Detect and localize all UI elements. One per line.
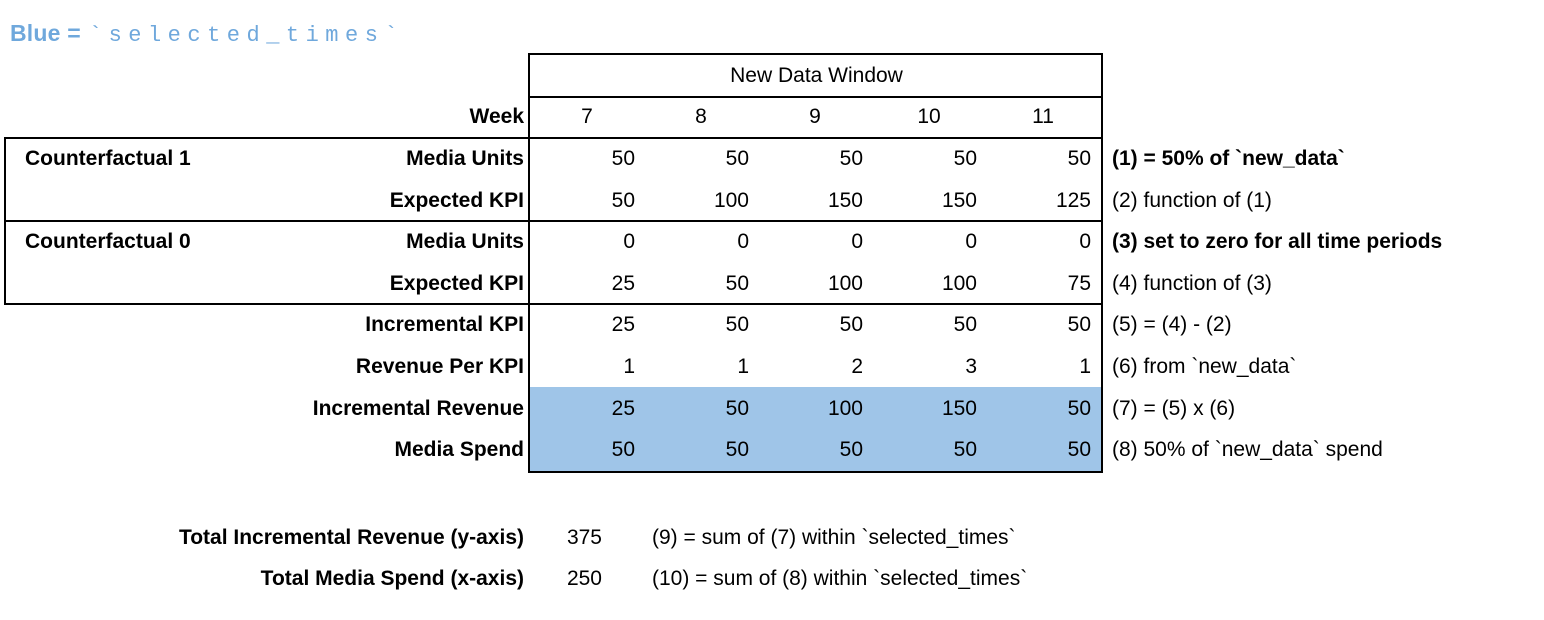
table-cell: 50 xyxy=(953,313,977,336)
row-note: (6) from `new_data` xyxy=(1112,355,1297,378)
legend: Blue = `selected_times` xyxy=(10,14,404,52)
row-label: Expected KPI xyxy=(389,272,524,295)
total-note: (10) = sum of (8) within `selected_times… xyxy=(652,567,1028,590)
total-incremental-revenue-row: Total Incremental Revenue (y-axis) 375 (… xyxy=(0,517,1544,559)
total-label: Total Media Spend (x-axis) xyxy=(260,567,524,590)
table-cell: 50 xyxy=(725,272,749,295)
section-label-counterfactual0: Counterfactual 0 xyxy=(25,230,191,253)
table-cell: 50 xyxy=(725,147,749,170)
table-cell: 50 xyxy=(839,313,863,336)
week-header: 8 xyxy=(695,105,707,128)
row-note: (5) = (4) - (2) xyxy=(1112,313,1232,336)
week-label: Week xyxy=(469,105,524,128)
table-row-expected-kpi-cf1: Expected KPI 50 100 150 150 125 (2) func… xyxy=(0,180,1544,222)
table-cell: 3 xyxy=(965,355,977,378)
table-cell: 50 xyxy=(725,313,749,336)
table-cell: 50 xyxy=(611,147,635,170)
row-note: (1) = 50% of `new_data` xyxy=(1112,147,1345,170)
week-header: 11 xyxy=(1032,105,1054,128)
total-value: 375 xyxy=(566,526,602,549)
gridline-below-window-header xyxy=(530,96,1103,98)
table-cell: 100 xyxy=(941,272,977,295)
data-grid-border xyxy=(528,53,1103,473)
window-header-row: New Data Window xyxy=(0,55,1544,97)
week-header-row: Week 7 8 9 10 11 xyxy=(0,96,1544,138)
gridline-below-counterfactual0 xyxy=(4,303,1103,305)
table-cell: 50 xyxy=(611,189,635,212)
table-cell: 50 xyxy=(611,438,635,461)
table-cell: 0 xyxy=(851,230,863,253)
total-note: (9) = sum of (7) within `selected_times` xyxy=(652,526,1016,549)
row-label: Incremental KPI xyxy=(365,313,524,336)
week-header: 10 xyxy=(917,105,941,128)
total-label: Total Incremental Revenue (y-axis) xyxy=(178,526,524,549)
table-cell: 150 xyxy=(941,397,977,420)
table-cell: 50 xyxy=(725,397,749,420)
table-cell: 100 xyxy=(827,272,863,295)
table-row-media-units-cf0: Media Units 0 0 0 0 0 (3) set to zero fo… xyxy=(0,221,1544,263)
table-cell: 75 xyxy=(1067,272,1091,295)
row-note: (7) = (5) x (6) xyxy=(1112,397,1236,420)
table-row-incremental-kpi: Incremental KPI 25 50 50 50 50 (5) = (4)… xyxy=(0,304,1544,346)
table-cell: 1 xyxy=(737,355,749,378)
table-cell: 25 xyxy=(611,313,635,336)
table-cell: 50 xyxy=(839,438,863,461)
table-cell: 50 xyxy=(725,438,749,461)
row-label: Expected KPI xyxy=(389,189,524,212)
table-cell: 50 xyxy=(953,147,977,170)
row-label: Revenue Per KPI xyxy=(355,355,524,378)
counterfactual-box-left-border xyxy=(4,137,6,305)
table-row-media-units-cf1: Media Units 50 50 50 50 50 (1) = 50% of … xyxy=(0,138,1544,180)
week-header: 7 xyxy=(581,105,593,128)
table-cell: 1 xyxy=(623,355,635,378)
row-note: (2) function of (1) xyxy=(1112,189,1272,212)
table-cell: 100 xyxy=(827,397,863,420)
table-cell: 50 xyxy=(1067,313,1091,336)
table-row-incremental-revenue: Incremental Revenue 25 50 100 150 50 (7)… xyxy=(0,388,1544,430)
row-label: Incremental Revenue xyxy=(312,397,524,420)
table-cell: 150 xyxy=(827,189,863,212)
gridline-counterfactual-divider xyxy=(4,220,1103,222)
table-cell: 50 xyxy=(953,438,977,461)
table-cell: 150 xyxy=(941,189,977,212)
table-cell: 25 xyxy=(611,397,635,420)
week-header: 9 xyxy=(809,105,821,128)
table-cell: 2 xyxy=(851,355,863,378)
total-media-spend-row: Total Media Spend (x-axis) 250 (10) = su… xyxy=(0,558,1544,600)
row-label: Media Units xyxy=(406,230,524,253)
legend-code: `selected_times` xyxy=(88,23,405,48)
table-cell: 0 xyxy=(623,230,635,253)
highlight-region xyxy=(530,387,1103,471)
row-label: Media Units xyxy=(406,147,524,170)
row-label: Media Spend xyxy=(394,438,524,461)
table-cell: 0 xyxy=(737,230,749,253)
table-cell: 0 xyxy=(1079,230,1091,253)
total-value: 250 xyxy=(566,567,602,590)
gridline-below-week-row xyxy=(4,137,1103,139)
row-note: (4) function of (3) xyxy=(1112,272,1272,295)
window-header: New Data Window xyxy=(730,64,903,87)
table-cell: 50 xyxy=(839,147,863,170)
row-note: (3) set to zero for all time periods xyxy=(1112,230,1443,253)
table-row-media-spend: Media Spend 50 50 50 50 50 (8) 50% of `n… xyxy=(0,429,1544,471)
table-row-revenue-per-kpi: Revenue Per KPI 1 1 2 3 1 (6) from `new_… xyxy=(0,346,1544,388)
table-row-expected-kpi-cf0: Expected KPI 25 50 100 100 75 (4) functi… xyxy=(0,263,1544,305)
table-cell: 0 xyxy=(965,230,977,253)
table-cell: 100 xyxy=(713,189,749,212)
table-cell: 25 xyxy=(611,272,635,295)
table-cell: 1 xyxy=(1079,355,1091,378)
table-cell: 50 xyxy=(1067,147,1091,170)
table-cell: 125 xyxy=(1055,189,1091,212)
table-cell: 50 xyxy=(1067,438,1091,461)
table-cell: 50 xyxy=(1067,397,1091,420)
row-note: (8) 50% of `new_data` spend xyxy=(1112,438,1383,461)
legend-label: Blue = xyxy=(10,20,81,46)
section-label-counterfactual1: Counterfactual 1 xyxy=(25,147,191,170)
